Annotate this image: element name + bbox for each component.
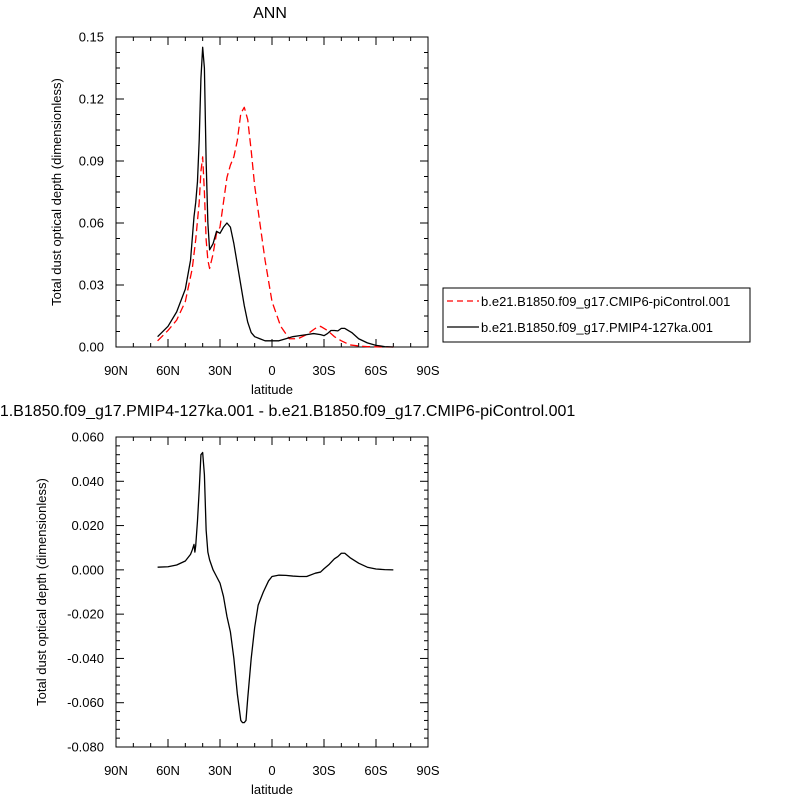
bottom-y-tick-label: -0.060 — [67, 695, 104, 710]
top-x-tick-label: 90S — [416, 363, 439, 378]
bottom-y-tick-label: 0.060 — [71, 430, 104, 445]
bottom-y-tick-label: 0.040 — [71, 474, 104, 489]
bottom-x-axis-label: latitude — [251, 782, 293, 797]
bottom-x-axis: 90N 60N 30N 0 30S 60S 90S — [104, 437, 440, 778]
top-x-tick-label: 30N — [208, 363, 232, 378]
bottom-y-tick-label: 0.020 — [71, 518, 104, 533]
top-x-tick-label: 60N — [156, 363, 180, 378]
bottom-chart-title: b.e21.B1850.f09_g17.PMIP4-127ka.001 - b.… — [0, 403, 575, 420]
top-chart-title: ANN — [253, 5, 287, 22]
bottom-series-group — [157, 451, 394, 724]
bottom-x-tick-label: 30N — [208, 763, 232, 778]
bottom-x-tick-label: 90N — [104, 763, 128, 778]
bottom-y-tick-label: -0.020 — [67, 607, 104, 622]
top-x-tick-label: 30S — [312, 363, 335, 378]
bottom-y-axis: -0.080 -0.060 -0.040 -0.020 0.000 0.020 0.040 0… — [67, 430, 428, 755]
bottom-y-tick-label: -0.040 — [67, 651, 104, 666]
bottom-x-tick-label: 30S — [312, 763, 335, 778]
top-y-tick-label: 0.06 — [79, 216, 104, 231]
top-y-axis-label: Total dust optical depth (dimensionless) — [49, 78, 64, 306]
bottom-series-line-0 — [157, 451, 394, 724]
bottom-x-tick-label: 60S — [364, 763, 387, 778]
top-x-tick-label: 90N — [104, 363, 128, 378]
top-y-tick-label: 0.03 — [79, 278, 104, 293]
legend-label-127ka: b.e21.B1850.f09_g17.PMIP4-127ka.001 — [481, 320, 713, 335]
top-y-axis: 0.00 0.03 0.06 0.09 0.12 0.15 — [79, 30, 428, 355]
top-series-line-1 — [157, 46, 394, 348]
top-x-axis-label: latitude — [251, 382, 293, 397]
top-x-tick-label: 60S — [364, 363, 387, 378]
top-series-line-0 — [157, 106, 394, 348]
bottom-plot-frame — [115, 436, 429, 748]
legend-box — [442, 287, 751, 343]
bottom-y-axis-label: Total dust optical depth (dimensionless) — [34, 478, 49, 706]
top-x-tick-label: 0 — [268, 363, 275, 378]
bottom-x-tick-label: 60N — [156, 763, 180, 778]
legend-label-control: b.e21.B1850.f09_g17.CMIP6-piControl.001 — [481, 294, 730, 309]
top-y-tick-label: 0.09 — [79, 154, 104, 169]
top-x-axis: 90N 60N 30N 0 30S 60S 90S — [104, 37, 440, 378]
top-y-tick-label: 0.12 — [79, 92, 104, 107]
bottom-y-tick-label: -0.080 — [67, 740, 104, 755]
top-y-tick-label: 0.15 — [79, 30, 104, 45]
top-series-group — [157, 46, 394, 348]
top-y-tick-label: 0.00 — [79, 340, 104, 355]
bottom-x-tick-label: 0 — [268, 763, 275, 778]
legend: b.e21.B1850.f09_g17.CMIP6-piControl.001 … — [442, 287, 751, 343]
bottom-x-tick-label: 90S — [416, 763, 439, 778]
bottom-y-tick-label: 0.000 — [71, 562, 104, 577]
